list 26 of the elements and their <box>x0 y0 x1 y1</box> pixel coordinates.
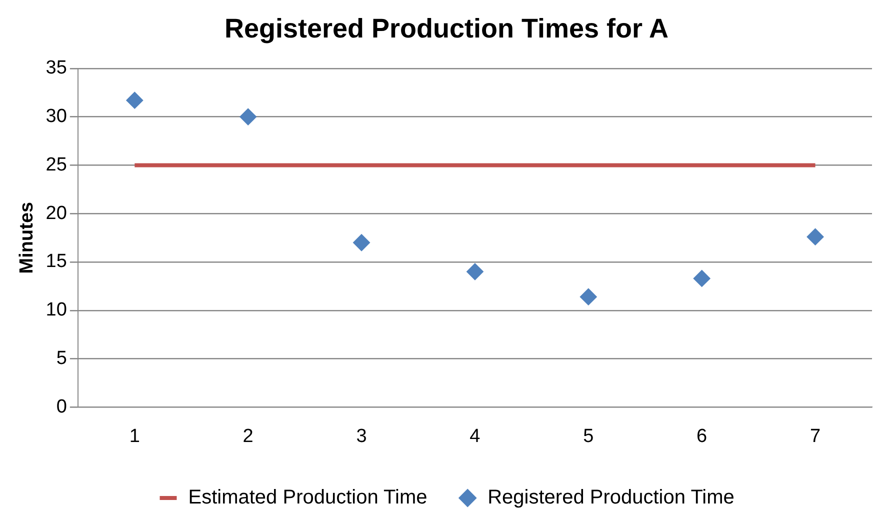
point <box>580 288 597 306</box>
x-tick-label: 6 <box>696 426 708 447</box>
point <box>240 108 257 126</box>
x-tick-label: 7 <box>810 426 821 447</box>
point <box>806 228 824 246</box>
point <box>126 92 144 109</box>
y-tick-label: 30 <box>46 106 67 128</box>
y-tick-label: 15 <box>46 251 67 272</box>
legend-label: Registered Production Time <box>488 486 734 509</box>
y-tick-label: 10 <box>46 300 67 321</box>
chart-title: Registered Production Times for A <box>224 14 669 44</box>
y-tick-label: 25 <box>46 154 67 176</box>
x-tick-label: 5 <box>583 426 594 447</box>
point <box>353 234 370 252</box>
y-axis-title: Minutes <box>16 202 38 274</box>
x-tick-label: 1 <box>129 426 140 447</box>
legend-label: Estimated Production Time <box>188 486 428 509</box>
y-tick-label: 20 <box>46 202 67 224</box>
y-tick-label: 5 <box>56 348 67 370</box>
point <box>693 270 710 287</box>
x-tick-label: 2 <box>242 426 254 447</box>
y-tick-label: 35 <box>46 58 67 79</box>
y-tick-label: 0 <box>56 396 67 418</box>
x-tick-label: 3 <box>356 426 367 447</box>
x-tick-label: 4 <box>470 426 481 447</box>
point <box>466 263 484 280</box>
